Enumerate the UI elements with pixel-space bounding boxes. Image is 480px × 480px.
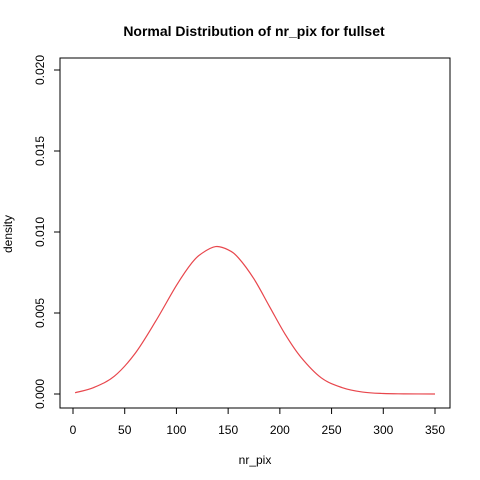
x-tick-label: 250 [322, 423, 342, 437]
chart-title: Normal Distribution of nr_pix for fullse… [123, 23, 385, 39]
x-tick-label: 150 [218, 423, 238, 437]
x-tick-label: 50 [118, 423, 132, 437]
y-axis: 0.000 0.005 0.010 0.015 0.020 [33, 55, 61, 409]
y-tick-label: 0.020 [33, 55, 47, 85]
density-curve [74, 245, 436, 395]
x-tick-label: 100 [166, 423, 186, 437]
plot-area [74, 245, 436, 395]
x-tick-label: 350 [425, 423, 445, 437]
x-axis-label: nr_pix [239, 453, 272, 467]
y-tick-label: 0.015 [33, 136, 47, 166]
x-tick-label: 0 [70, 423, 77, 437]
y-tick-label: 0.010 [33, 217, 47, 247]
y-tick-label: 0.000 [33, 379, 47, 409]
x-axis: 0 50 100 150 200 250 300 350 [70, 407, 445, 437]
y-axis-label: density [1, 215, 15, 253]
y-tick-label: 0.005 [33, 298, 47, 328]
x-tick-label: 200 [270, 423, 290, 437]
plot-frame [59, 57, 451, 409]
x-tick-label: 300 [373, 423, 393, 437]
